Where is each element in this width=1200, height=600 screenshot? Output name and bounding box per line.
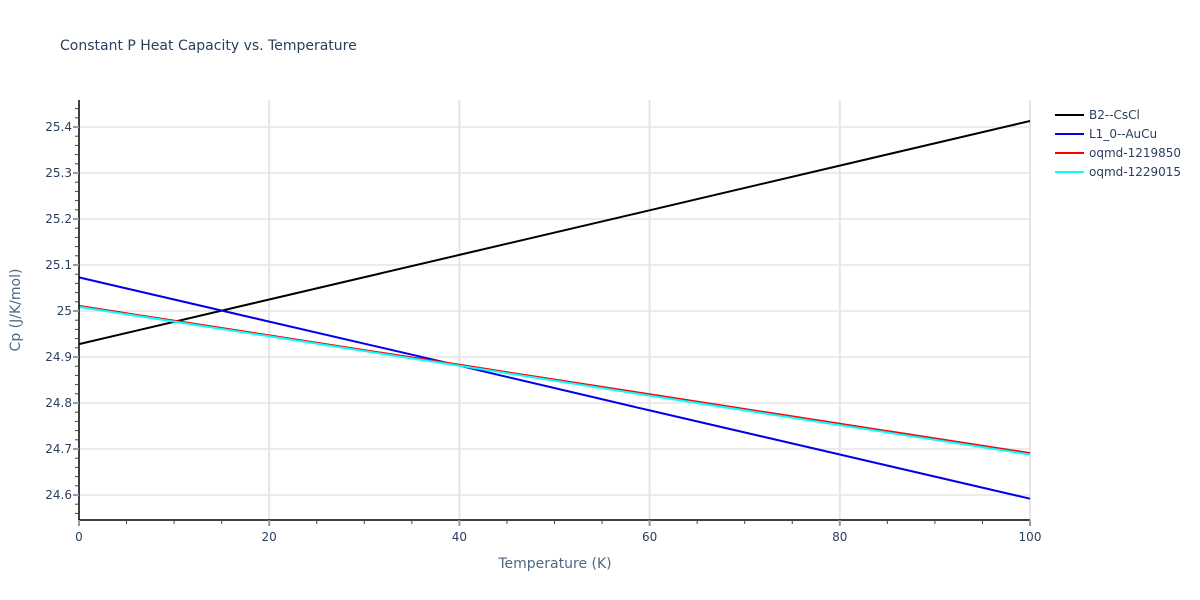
y-axis-title: Cp (J/K/mol) <box>8 269 24 352</box>
y-tick-label: 24.6 <box>45 488 72 502</box>
y-tick-label: 25.2 <box>45 212 72 226</box>
y-tick-label: 25.3 <box>45 166 72 180</box>
legend-item[interactable]: oqmd-1219850 <box>1055 146 1181 160</box>
y-tick-label: 25.4 <box>45 120 72 134</box>
x-tick-label: 0 <box>75 530 83 544</box>
series-line-oqmd-1229015 <box>78 305 1031 456</box>
series-line-B2--CsCl <box>78 120 1031 346</box>
x-tick-label: 60 <box>642 530 657 544</box>
y-tick-label: 24.9 <box>45 350 72 364</box>
y-tick-label: 25 <box>57 304 72 318</box>
y-tick-label: 25.1 <box>45 258 72 272</box>
legend-item[interactable]: B2--CsCl <box>1055 108 1140 122</box>
x-axis-title: Temperature (K) <box>497 556 611 572</box>
series-line-L1_0--AuCu <box>78 276 1031 500</box>
x-tick-label: 20 <box>262 530 277 544</box>
legend-label: oqmd-1219850 <box>1089 146 1181 160</box>
y-tick-label: 24.8 <box>45 396 72 410</box>
y-tick-label: 24.7 <box>45 442 72 456</box>
legend-label: oqmd-1229015 <box>1089 165 1181 179</box>
legend: B2--CsCl L1_0--AuCu oqmd-1219850 oqmd-12290… <box>1055 108 1181 179</box>
chart-title: Constant P Heat Capacity vs. Temperature <box>60 38 357 54</box>
plot-series <box>78 120 1031 500</box>
legend-item[interactable]: oqmd-1229015 <box>1055 165 1181 179</box>
legend-item[interactable]: L1_0--AuCu <box>1055 127 1157 141</box>
x-tick-label: 100 <box>1019 530 1042 544</box>
x-tick-label: 80 <box>832 530 847 544</box>
legend-label: L1_0--AuCu <box>1089 127 1157 141</box>
x-tick-label: 40 <box>452 530 467 544</box>
axes: 0 20 40 60 80 100 24.6 24.7 24.8 24.9 25 25.1 25.2 25… <box>45 100 1041 544</box>
gridlines <box>79 100 1031 519</box>
legend-label: B2--CsCl <box>1089 108 1140 122</box>
